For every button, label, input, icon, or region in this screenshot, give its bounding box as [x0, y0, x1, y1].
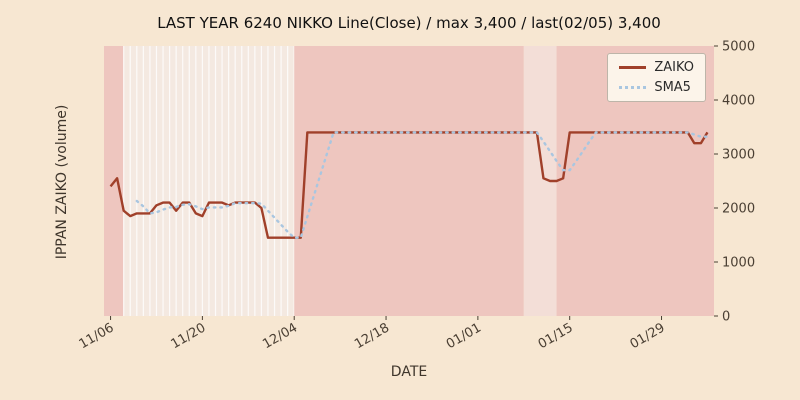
legend: ZAIKO SMA5 — [607, 53, 706, 102]
legend-label-sma5: SMA5 — [654, 80, 691, 95]
svg-text:01/01: 01/01 — [444, 320, 484, 352]
zaiko-line-sample — [619, 66, 647, 69]
svg-text:11/20: 11/20 — [168, 320, 208, 352]
svg-text:01/15: 01/15 — [536, 320, 576, 352]
chart-title: LAST YEAR 6240 NIKKO Line(Close) / max 3… — [157, 14, 661, 32]
legend-entry-sma5: SMA5 — [619, 81, 694, 94]
svg-text:4000: 4000 — [722, 94, 755, 109]
legend-label-zaiko: ZAIKO — [654, 60, 694, 75]
svg-text:12/18: 12/18 — [352, 320, 392, 352]
svg-text:0: 0 — [722, 310, 730, 325]
sma5-line-sample — [619, 86, 647, 89]
svg-text:01/29: 01/29 — [628, 320, 668, 352]
svg-text:3000: 3000 — [722, 148, 755, 163]
x-axis-label: DATE — [390, 364, 428, 380]
svg-text:5000: 5000 — [722, 40, 755, 55]
svg-text:2000: 2000 — [722, 202, 755, 217]
legend-entry-zaiko: ZAIKO — [619, 61, 694, 74]
svg-text:1000: 1000 — [722, 256, 755, 271]
svg-text:11/06: 11/06 — [77, 320, 117, 352]
svg-text:12/04: 12/04 — [260, 320, 300, 352]
